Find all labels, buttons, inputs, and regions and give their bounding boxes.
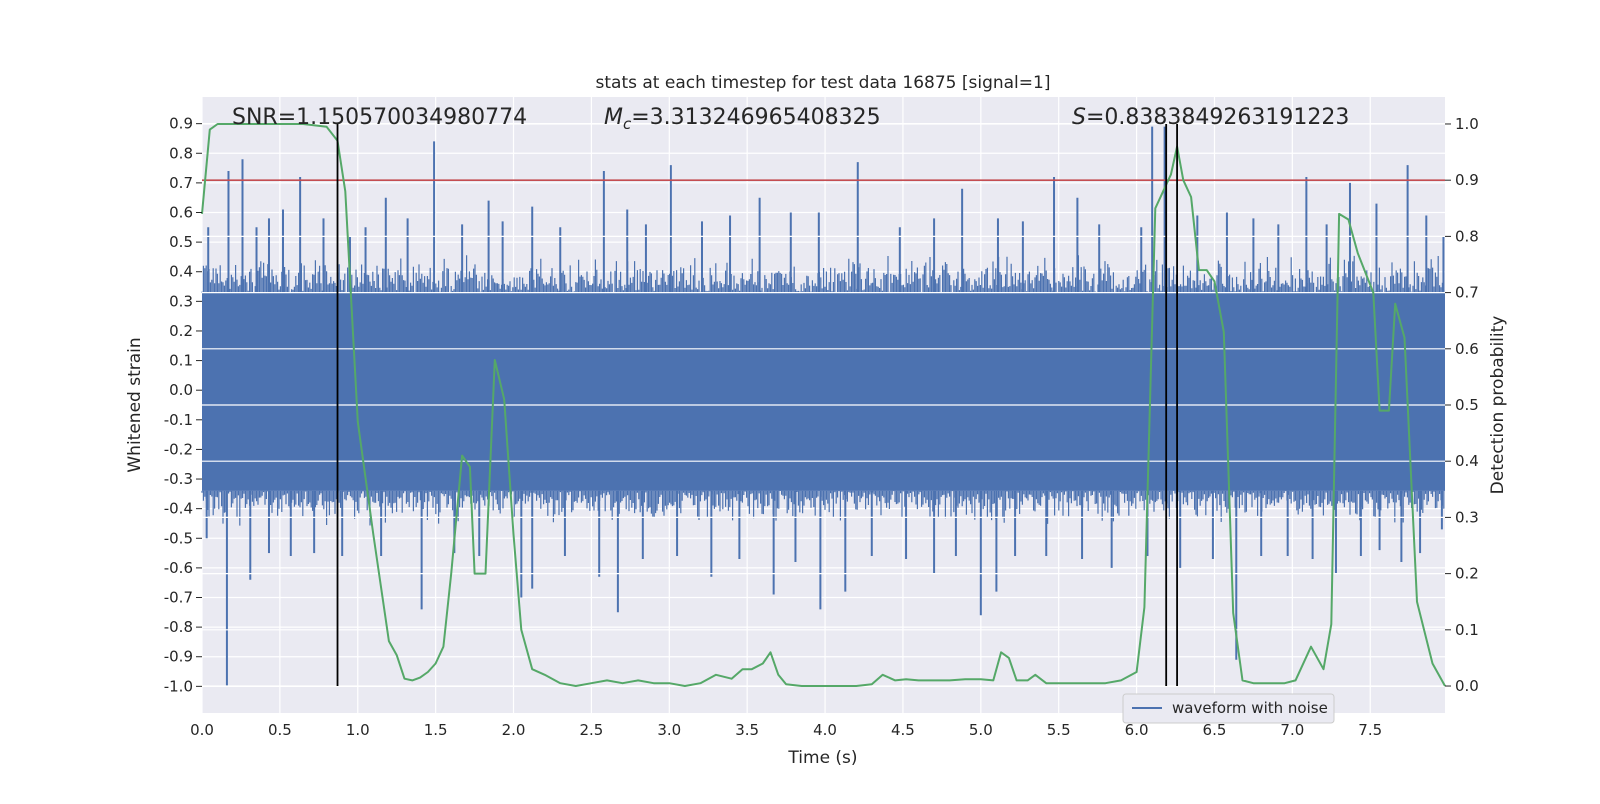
x-tick-label: 4.0 [813,721,837,739]
y-tick-label: -0.4 [164,500,193,518]
x-tick-label: 5.0 [969,721,993,739]
y-tick-label: -0.2 [164,440,193,458]
y2-tick-label: 0.3 [1455,508,1479,526]
x-tick-label: 2.5 [579,721,603,739]
x-tick-label: 1.5 [424,721,448,739]
probability-line [201,123,1446,687]
s-value: =0.8383849263191223 [1086,105,1349,130]
chirp-mass-subscript: c [623,115,632,133]
marker-lines [336,123,1178,687]
y-tick-label: -0.6 [164,559,193,577]
tick-labels: 0.0 0.5 1.0 1.5 2.0 2.5 3.0 3.5 4.0 4.5 5.0 5.5 6.0 6… [164,115,1479,739]
x-tick-label: 5.5 [1047,721,1071,739]
snr-annotation: SNR=1.150570034980774 [232,105,527,130]
waveform-dense-band [202,292,1445,491]
y2-tick-label: 0.9 [1455,171,1479,189]
x-tick-label: 4.5 [891,721,915,739]
y-tick-label: 0.0 [169,381,193,399]
waveform-series [201,126,1445,687]
y-tick-label: 0.2 [169,322,193,340]
y-tick-label: 0.1 [169,352,193,370]
y2-tick-label: 0.0 [1455,677,1479,695]
x-tick-label: 3.0 [657,721,681,739]
y-tick-label: 0.6 [169,204,193,222]
y2-tick-label: 1.0 [1455,115,1479,133]
x-tick-label: 0.5 [268,721,292,739]
legend: waveform with noise [1122,693,1335,724]
legend-label: waveform with noise [1172,699,1328,717]
y-tick-label: 0.8 [169,144,193,162]
s-symbol: S [1072,105,1086,130]
chirp-mass-annotation: Mc=3.313246965408325 [604,105,881,133]
y-tick-label: -0.5 [164,529,193,547]
chirp-mass-symbol: M [604,105,623,130]
probability-series [201,123,1446,687]
y-tick-label: 0.3 [169,292,193,310]
y-tick-label: -0.1 [164,411,193,429]
chirp-mass-value: =3.313246965408325 [631,105,880,130]
y-tick-label: 0.9 [169,115,193,133]
x-tick-label: 2.0 [502,721,526,739]
legend-box [1122,693,1335,724]
x-axis-label: Time (s) [787,748,857,768]
y2-tick-label: 0.2 [1455,565,1479,583]
y-tick-label: -0.9 [164,648,193,666]
x-tick-label: 6.0 [1125,721,1149,739]
x-tick-label: 3.5 [735,721,759,739]
y2-tick-label: 0.4 [1455,452,1479,470]
x-tick-label: 1.0 [346,721,370,739]
y-axis-label: Whitened strain [125,337,145,472]
x-tick-label: 7.5 [1358,721,1382,739]
y-tick-label: -1.0 [164,677,193,695]
y2-tick-label: 0.5 [1455,396,1479,414]
y-tick-label: -0.7 [164,589,193,607]
y-tick-label: -0.3 [164,470,193,488]
x-tick-label: 6.5 [1203,721,1227,739]
y-tick-label: -0.8 [164,618,193,636]
y-tick-label: 0.5 [169,233,193,251]
y2-tick-label: 0.8 [1455,227,1479,245]
y-tick-label: 0.7 [169,174,193,192]
y2-axis-label: Detection probability [1488,316,1508,495]
waveform-lower-noise [201,490,1445,526]
y-tick-label: 0.4 [169,263,193,281]
y2-tick-label: 0.7 [1455,284,1479,302]
y2-tick-label: 0.1 [1455,621,1479,639]
s-annotation: S=0.8383849263191223 [1072,105,1349,130]
y2-tick-label: 0.6 [1455,340,1479,358]
x-tick-label: 0.0 [190,721,214,739]
chart-title: stats at each timestep for test data 168… [596,73,1051,93]
x-tick-label: 7.0 [1280,721,1304,739]
